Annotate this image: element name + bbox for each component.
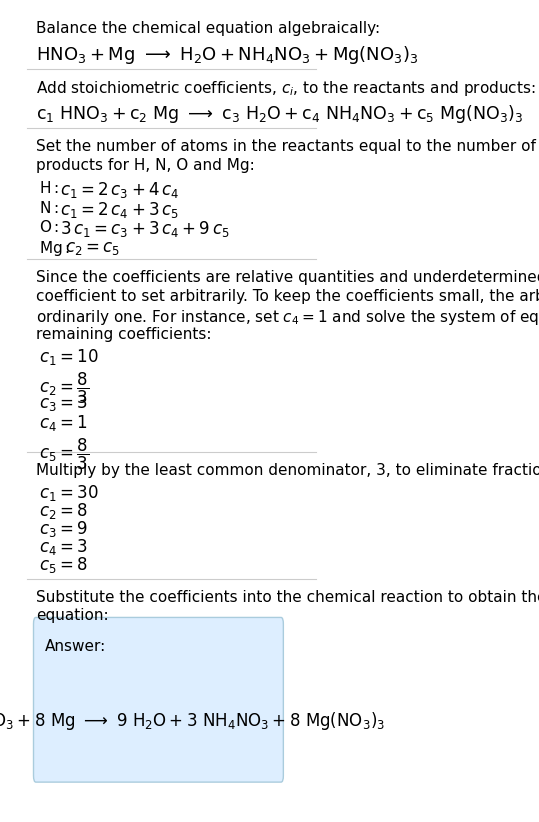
Text: equation:: equation: bbox=[36, 608, 108, 623]
Text: $c_4 = 1$: $c_4 = 1$ bbox=[39, 413, 87, 432]
Text: coefficient to set arbitrarily. To keep the coefficients small, the arbitrary va: coefficient to set arbitrarily. To keep … bbox=[36, 289, 539, 304]
Text: $c_5 = \dfrac{8}{3}$: $c_5 = \dfrac{8}{3}$ bbox=[39, 436, 89, 472]
FancyBboxPatch shape bbox=[33, 617, 284, 782]
Text: $c_3 = 3$: $c_3 = 3$ bbox=[39, 393, 87, 413]
Text: $\mathrm{30\ HNO_3 + 8\ Mg\ \longrightarrow\ 9\ H_2O + 3\ NH_4NO_3 + 8\ Mg(NO_3): $\mathrm{30\ HNO_3 + 8\ Mg\ \longrightar… bbox=[0, 710, 385, 732]
Text: Add stoichiometric coefficients, $c_i$, to the reactants and products:: Add stoichiometric coefficients, $c_i$, … bbox=[36, 79, 535, 98]
Text: $c_2 = \dfrac{8}{3}$: $c_2 = \dfrac{8}{3}$ bbox=[39, 371, 89, 406]
Text: $\mathrm{O:}$: $\mathrm{O:}$ bbox=[39, 219, 59, 235]
Text: $\mathrm{HNO_3 + Mg\ \longrightarrow\ H_2O + NH_4NO_3 + Mg(NO_3)_3}$: $\mathrm{HNO_3 + Mg\ \longrightarrow\ H_… bbox=[36, 44, 418, 66]
Text: $c_1 = 10$: $c_1 = 10$ bbox=[39, 347, 98, 367]
Text: ordinarily one. For instance, set $c_4 = 1$ and solve the system of equations fo: ordinarily one. For instance, set $c_4 =… bbox=[36, 307, 539, 327]
Text: Set the number of atoms in the reactants equal to the number of atoms in the: Set the number of atoms in the reactants… bbox=[36, 139, 539, 154]
Text: Substitute the coefficients into the chemical reaction to obtain the balanced: Substitute the coefficients into the che… bbox=[36, 589, 539, 605]
Text: $c_2 = c_5$: $c_2 = c_5$ bbox=[65, 239, 120, 257]
Text: $c_1 = 30$: $c_1 = 30$ bbox=[39, 483, 98, 503]
Text: Balance the chemical equation algebraically:: Balance the chemical equation algebraica… bbox=[36, 21, 380, 36]
Text: Since the coefficients are relative quantities and underdetermined, choose a: Since the coefficients are relative quan… bbox=[36, 270, 539, 285]
Text: $c_5 = 8$: $c_5 = 8$ bbox=[39, 555, 87, 575]
Text: $3\,c_1 = c_3 + 3\,c_4 + 9\,c_5$: $3\,c_1 = c_3 + 3\,c_4 + 9\,c_5$ bbox=[60, 219, 230, 239]
Text: remaining coefficients:: remaining coefficients: bbox=[36, 326, 211, 342]
Text: products for H, N, O and Mg:: products for H, N, O and Mg: bbox=[36, 158, 254, 173]
Text: $c_4 = 3$: $c_4 = 3$ bbox=[39, 537, 87, 557]
Text: $\mathrm{c_1\ HNO_3 + c_2\ Mg\ \longrightarrow\ c_3\ H_2O + c_4\ NH_4NO_3 + c_5\: $\mathrm{c_1\ HNO_3 + c_2\ Mg\ \longrigh… bbox=[36, 103, 523, 125]
Text: $c_2 = 8$: $c_2 = 8$ bbox=[39, 501, 87, 521]
Text: $\mathrm{H:}$: $\mathrm{H:}$ bbox=[39, 180, 59, 196]
Text: $\mathrm{N:}$: $\mathrm{N:}$ bbox=[39, 200, 58, 215]
Text: $c_1 = 2\,c_3 + 4\,c_4$: $c_1 = 2\,c_3 + 4\,c_4$ bbox=[60, 180, 179, 200]
Text: $c_1 = 2\,c_4 + 3\,c_5$: $c_1 = 2\,c_4 + 3\,c_5$ bbox=[60, 200, 179, 219]
Text: Multiply by the least common denominator, 3, to eliminate fractional coefficient: Multiply by the least common denominator… bbox=[36, 463, 539, 478]
Text: Answer:: Answer: bbox=[45, 639, 106, 653]
Text: $c_3 = 9$: $c_3 = 9$ bbox=[39, 520, 87, 539]
Text: $\mathrm{Mg:}$: $\mathrm{Mg:}$ bbox=[39, 239, 70, 258]
